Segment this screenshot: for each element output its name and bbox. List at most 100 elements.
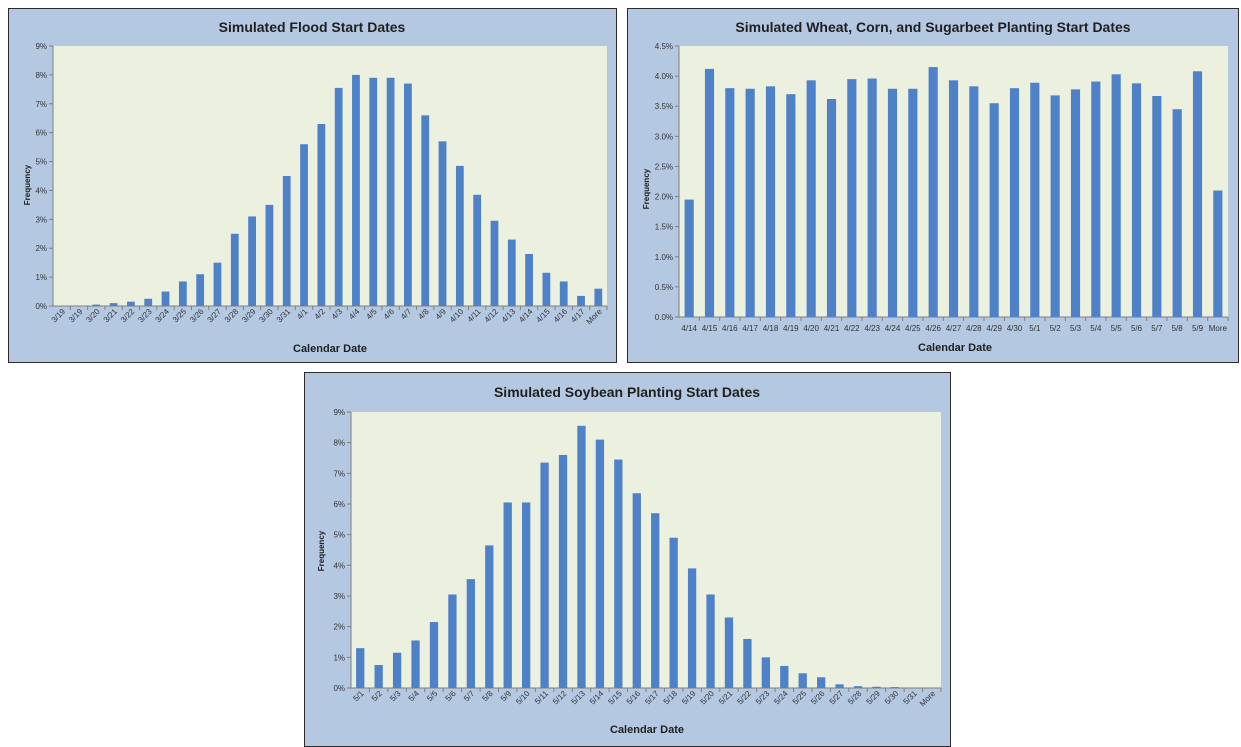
bar [466, 579, 475, 688]
bar [928, 67, 938, 317]
x-tick-label: 5/2 [1050, 324, 1062, 333]
bar [704, 68, 715, 317]
x-tick-label: 4/28 [966, 324, 982, 333]
x-tick-label: 5/6 [1131, 324, 1143, 333]
bar [558, 454, 568, 688]
bar [438, 141, 447, 306]
bar [386, 77, 395, 307]
x-tick-label: 4/19 [783, 324, 799, 333]
x-tick-label: 3/29 [240, 307, 258, 325]
bar [806, 80, 816, 318]
x-tick-label: 4/2 [313, 307, 328, 322]
bar [507, 239, 516, 306]
bar [485, 545, 494, 688]
bar [651, 513, 660, 688]
y-tick-label: 2.0% [655, 193, 673, 202]
bar [127, 301, 135, 306]
y-tick-label: 1.5% [655, 223, 673, 232]
bar [522, 502, 531, 688]
bar [1152, 95, 1162, 318]
x-tick-label: 5/3 [1070, 324, 1082, 333]
x-tick-label: 4/14 [681, 324, 697, 333]
x-tick-label: 5/6 [444, 689, 459, 704]
bar [429, 622, 439, 688]
bar [724, 617, 734, 688]
y-tick-label: 1% [35, 273, 47, 282]
bar [847, 79, 857, 317]
bar [853, 686, 863, 688]
bar [594, 288, 603, 306]
x-tick-label: 3/27 [206, 307, 224, 325]
bar [213, 262, 222, 306]
x-tick-label: 3/22 [119, 307, 137, 325]
soybean-planting-chart-svg: Simulated Soybean Planting Start Dates C… [317, 384, 942, 736]
wheat-corn-sugarbeet-planting-chart-svg: Simulated Wheat, Corn, and Sugarbeet Pla… [642, 19, 1229, 354]
y-tick-label: 3.0% [655, 132, 673, 141]
y-tick-label: 9% [35, 42, 47, 51]
x-tick-label: More [585, 307, 605, 327]
x-tick-label: 4/15 [702, 324, 718, 333]
x-tick-label: 4/4 [347, 307, 362, 322]
y-tick-label: 4% [35, 186, 47, 195]
x-tick-label: 5/1 [1029, 324, 1041, 333]
x-tick-label: 4/23 [864, 324, 880, 333]
x-tick-label: 3/21 [102, 307, 120, 325]
x-tick-label: 4/12 [483, 307, 501, 325]
bar [540, 462, 549, 688]
x-tick-label: 4/5 [364, 307, 379, 322]
bar [872, 686, 881, 688]
bar [969, 86, 979, 317]
x-axis-title: Calendar Date [610, 724, 684, 736]
bar [1213, 190, 1223, 317]
y-tick-label: 4.5% [655, 42, 673, 51]
flood-start-chart-svg: Simulated Flood Start Dates Calendar Dat… [23, 19, 608, 355]
y-tick-label: 0.0% [655, 313, 673, 322]
soybean-planting-chart: Simulated Soybean Planting Start Dates C… [304, 372, 951, 747]
bar [1172, 109, 1182, 317]
bar [178, 281, 187, 306]
x-tick-label: 5/8 [1172, 324, 1184, 333]
y-tick-label: 1.0% [655, 253, 673, 262]
bar [1050, 95, 1060, 317]
y-axis-title: Frequency [642, 168, 651, 209]
bar [455, 165, 464, 306]
x-tick-label: 4/13 [500, 307, 518, 325]
x-tick-label: 3/23 [136, 307, 154, 325]
x-tick-label: 4/6 [382, 307, 397, 322]
x-tick-label: 5/4 [407, 689, 422, 704]
bar [706, 594, 715, 688]
bar [1070, 89, 1081, 317]
x-tick-label: 3/26 [188, 307, 206, 325]
x-tick-label: 4/26 [925, 324, 941, 333]
y-tick-label: 5% [35, 158, 47, 167]
y-tick-label: 0% [35, 302, 47, 311]
x-tick-label: 4/8 [416, 307, 431, 322]
bar [826, 98, 837, 318]
x-tick-label: 5/7 [462, 689, 477, 704]
bar [161, 291, 170, 306]
x-tick-label: 3/19 [67, 307, 85, 325]
y-axis-title: Frequency [23, 164, 32, 205]
x-tick-label: 5/1 [351, 689, 366, 704]
bar [404, 83, 412, 306]
x-tick-label: 4/9 [434, 307, 449, 322]
y-tick-label: 0.5% [655, 283, 673, 292]
x-tick-label: 5/3 [388, 689, 403, 704]
y-tick-label: 8% [333, 439, 345, 448]
x-tick-label: 3/31 [275, 307, 293, 325]
bar [948, 80, 959, 318]
chart-title: Simulated Flood Start Dates [219, 19, 406, 35]
y-tick-label: 2% [35, 244, 47, 253]
bar [725, 88, 735, 318]
y-tick-label: 0% [333, 684, 345, 693]
x-axis-title: Calendar Date [293, 343, 367, 355]
bar [559, 281, 568, 306]
bar [356, 648, 365, 688]
bar [887, 88, 898, 317]
y-tick-label: 2.5% [655, 162, 673, 171]
y-tick-label: 5% [333, 531, 345, 540]
chart-title: Simulated Soybean Planting Start Dates [494, 384, 760, 400]
y-tick-label: 4% [333, 561, 345, 570]
bar [890, 687, 900, 688]
x-tick-label: 4/14 [517, 307, 535, 325]
